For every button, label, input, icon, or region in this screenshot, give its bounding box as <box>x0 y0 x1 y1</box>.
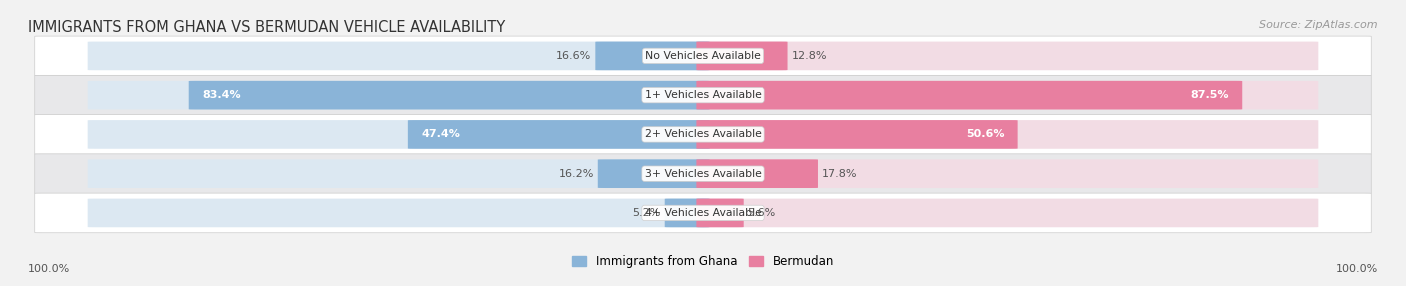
FancyBboxPatch shape <box>696 41 787 70</box>
Text: 100.0%: 100.0% <box>28 264 70 274</box>
Text: 17.8%: 17.8% <box>823 169 858 179</box>
FancyBboxPatch shape <box>598 159 710 188</box>
FancyBboxPatch shape <box>87 159 710 188</box>
FancyBboxPatch shape <box>87 41 710 70</box>
Text: 87.5%: 87.5% <box>1191 90 1229 100</box>
FancyBboxPatch shape <box>595 41 710 70</box>
FancyBboxPatch shape <box>188 81 710 110</box>
Text: 50.6%: 50.6% <box>966 130 1004 139</box>
Text: 100.0%: 100.0% <box>1336 264 1378 274</box>
Text: 2+ Vehicles Available: 2+ Vehicles Available <box>644 130 762 139</box>
Text: 5.2%: 5.2% <box>633 208 661 218</box>
FancyBboxPatch shape <box>408 120 710 149</box>
FancyBboxPatch shape <box>696 198 744 227</box>
FancyBboxPatch shape <box>696 198 1319 227</box>
FancyBboxPatch shape <box>696 120 1319 149</box>
FancyBboxPatch shape <box>87 81 710 110</box>
FancyBboxPatch shape <box>696 81 1243 110</box>
Text: Source: ZipAtlas.com: Source: ZipAtlas.com <box>1260 20 1378 30</box>
Text: 16.6%: 16.6% <box>557 51 592 61</box>
FancyBboxPatch shape <box>696 81 1319 110</box>
FancyBboxPatch shape <box>696 159 818 188</box>
FancyBboxPatch shape <box>87 120 710 149</box>
Text: 3+ Vehicles Available: 3+ Vehicles Available <box>644 169 762 179</box>
FancyBboxPatch shape <box>696 120 1018 149</box>
Text: IMMIGRANTS FROM GHANA VS BERMUDAN VEHICLE AVAILABILITY: IMMIGRANTS FROM GHANA VS BERMUDAN VEHICL… <box>28 20 505 35</box>
Text: 5.6%: 5.6% <box>748 208 776 218</box>
FancyBboxPatch shape <box>696 41 1319 70</box>
Text: 4+ Vehicles Available: 4+ Vehicles Available <box>644 208 762 218</box>
FancyBboxPatch shape <box>87 198 710 227</box>
Text: No Vehicles Available: No Vehicles Available <box>645 51 761 61</box>
FancyBboxPatch shape <box>35 193 1371 233</box>
FancyBboxPatch shape <box>35 115 1371 154</box>
FancyBboxPatch shape <box>35 154 1371 194</box>
Text: 1+ Vehicles Available: 1+ Vehicles Available <box>644 90 762 100</box>
Text: 47.4%: 47.4% <box>420 130 460 139</box>
FancyBboxPatch shape <box>696 159 1319 188</box>
FancyBboxPatch shape <box>35 36 1371 76</box>
Text: 16.2%: 16.2% <box>558 169 593 179</box>
FancyBboxPatch shape <box>35 75 1371 115</box>
Text: 12.8%: 12.8% <box>792 51 827 61</box>
Legend: Immigrants from Ghana, Bermudan: Immigrants from Ghana, Bermudan <box>568 250 838 273</box>
Text: 83.4%: 83.4% <box>202 90 240 100</box>
FancyBboxPatch shape <box>665 198 710 227</box>
